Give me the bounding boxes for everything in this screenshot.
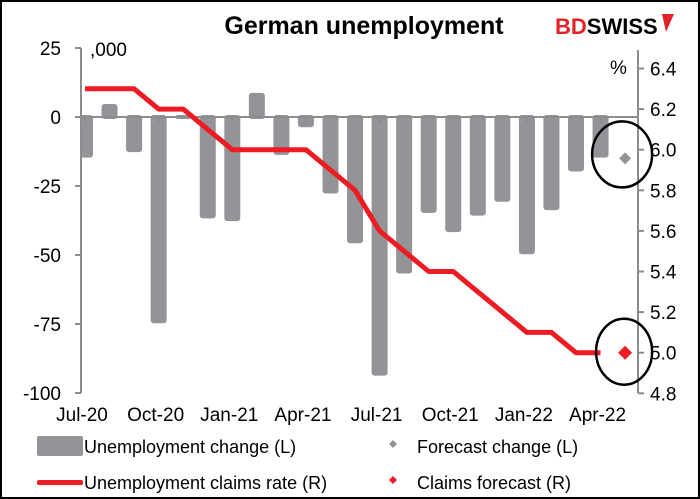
bar-Sep-21 (420, 115, 437, 213)
brand-logo: BDSWISS (555, 14, 674, 39)
right-tick-label: 5.4 (650, 263, 677, 284)
bar-Jul-21 (371, 115, 388, 376)
x-tick-label: Jul-20 (56, 405, 108, 426)
x-tick-label: Jan-21 (200, 405, 258, 426)
bar-Mar-21 (273, 115, 290, 155)
x-tick-label: Jul-21 (351, 405, 403, 426)
bar-Dec-21 (494, 115, 511, 202)
x-tick-label: Oct-21 (422, 405, 479, 426)
legend-label: Unemployment claims rate (R) (84, 473, 327, 493)
legend-label: Claims forecast (R) (417, 473, 571, 493)
logo-flag-icon (662, 14, 674, 32)
bar-Oct-21 (445, 115, 462, 233)
bar-Aug-21 (396, 115, 413, 274)
x-tick-label: Oct-20 (127, 405, 184, 426)
bar-Aug-20 (101, 103, 118, 119)
bar-Sep-20 (126, 115, 143, 153)
claims-rate-line (85, 86, 601, 356)
right-axis-unit: % (610, 58, 627, 79)
legend: Unemployment change (L) Forecast change … (37, 436, 578, 493)
bar-Jan-22 (518, 115, 535, 255)
legend-swatch-line (37, 480, 83, 485)
right-tick-label: 5.6 (650, 222, 676, 243)
bar-May-21 (322, 115, 339, 194)
bar-Mar-22 (568, 115, 584, 172)
bar-Jun-21 (347, 115, 364, 244)
forecast-change-marker (619, 152, 632, 165)
chart-title: German unemployment (224, 12, 504, 40)
svg-text:BDSWISS: BDSWISS (555, 14, 658, 39)
legend-swatch-bar (37, 436, 83, 456)
legend-swatch-diamond-red (389, 476, 397, 484)
right-tick-label: 6.0 (650, 141, 676, 162)
left-tick-label: -25 (34, 177, 61, 198)
right-tick-label: 6.2 (650, 100, 676, 121)
x-tick-label: Jan-22 (495, 405, 553, 426)
left-tick-label: -100 (23, 384, 61, 405)
annotation-circle-claims-forecast (594, 317, 654, 386)
bar-Feb-22 (543, 115, 560, 211)
bar-Dec-20 (199, 115, 216, 219)
legend-label: Unemployment change (L) (84, 437, 296, 457)
left-tick-label: 25 (40, 39, 61, 60)
bar-Feb-21 (248, 92, 265, 119)
bar-Jan-21 (224, 115, 241, 222)
x-tick-label: Apr-22 (569, 405, 626, 426)
left-tick-label: -50 (34, 246, 61, 267)
left-tick-label: 0 (50, 108, 61, 129)
right-tick-label: 5.8 (650, 181, 676, 202)
bar-Nov-21 (469, 115, 486, 216)
annotation-circle-forecast-change (590, 120, 654, 189)
bar-Oct-20 (150, 115, 167, 324)
left-tick-label: -75 (34, 315, 61, 336)
legend-label: Forecast change (L) (417, 437, 578, 457)
logo-bd: BD (555, 14, 587, 39)
bar-Jul-20 (81, 115, 93, 158)
logo-swiss: SWISS (587, 14, 658, 39)
left-axis-unit: ,000 (90, 40, 127, 61)
right-tick-label: 5.0 (650, 344, 676, 365)
claims-forecast-marker (618, 345, 633, 360)
right-tick-label: 5.2 (650, 303, 676, 324)
legend-swatch-diamond-gray (389, 440, 397, 448)
x-tick-label: Apr-21 (274, 405, 331, 426)
right-tick-label: 4.8 (650, 384, 676, 405)
bar-Apr-22 (592, 115, 609, 158)
right-tick-label: 6.4 (650, 60, 677, 81)
